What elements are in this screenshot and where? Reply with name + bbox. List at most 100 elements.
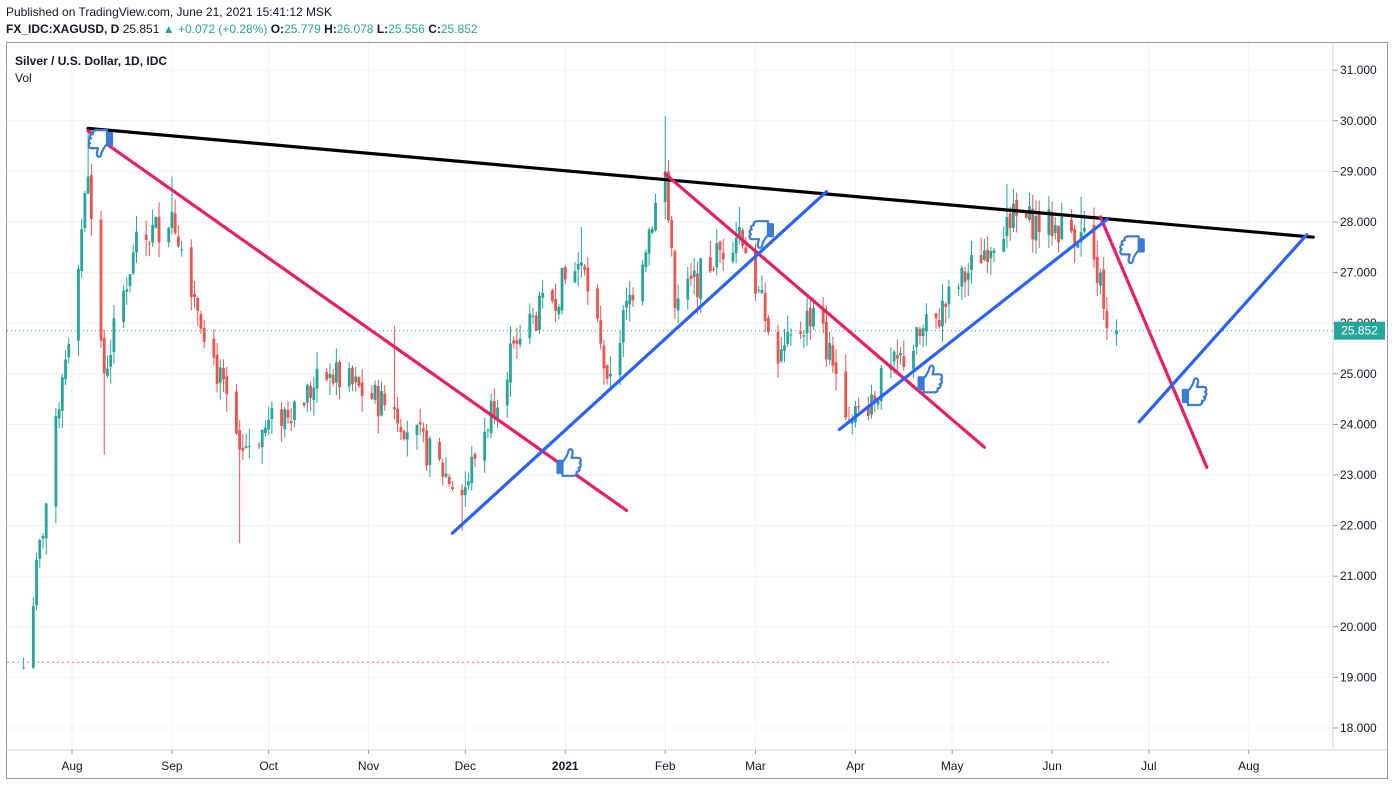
- candle-body: [35, 560, 38, 606]
- candle-body: [528, 313, 532, 339]
- candle-body: [744, 247, 748, 254]
- candle-body: [451, 487, 454, 490]
- candle-body: [235, 391, 238, 434]
- candle-body: [1099, 272, 1102, 286]
- candle-body: [557, 306, 561, 315]
- candle-body: [1095, 256, 1099, 283]
- candle-body: [222, 367, 225, 380]
- candle-body: [157, 216, 161, 243]
- candle-body: [22, 667, 26, 669]
- y-tick-label: 27.000: [1340, 266, 1377, 280]
- candle-body: [218, 367, 222, 383]
- candle-body: [489, 400, 493, 434]
- candle-body: [554, 298, 557, 311]
- chart-frame[interactable]: [6, 42, 1388, 779]
- candle-body: [1005, 216, 1009, 236]
- high-label: H:: [324, 22, 337, 36]
- high-value: 26.078: [336, 22, 374, 36]
- candle-body: [895, 355, 899, 359]
- candle-body: [125, 289, 129, 292]
- thumb-annotations: [87, 129, 1208, 477]
- candle-body: [654, 202, 657, 231]
- thumb-up-3-icon: [1181, 377, 1208, 407]
- candle-body: [492, 401, 496, 419]
- candle-body: [721, 252, 725, 260]
- symbol-label: FX_IDC:XAGUSD, D: [6, 22, 120, 36]
- candle-body: [80, 229, 84, 271]
- candle-body: [1115, 330, 1118, 335]
- candle-body: [102, 337, 106, 374]
- candle-body: [960, 267, 964, 287]
- candle-body: [689, 275, 693, 279]
- candle-body: [699, 258, 703, 299]
- candle-body: [879, 367, 883, 402]
- thumb-down-2-icon: [748, 220, 775, 249]
- legend-vol: Vol: [15, 71, 32, 85]
- candle-body: [347, 368, 351, 387]
- candle-body: [1047, 209, 1051, 236]
- candle-body: [663, 171, 667, 203]
- candle-body: [947, 286, 951, 305]
- x-tick-label: Jun: [1042, 759, 1061, 773]
- candle-body: [534, 315, 538, 331]
- legend-title: Silver / U.S. Dollar, 1D, IDC: [15, 54, 168, 68]
- candle-body: [957, 287, 960, 289]
- x-tick-label: Mar: [745, 759, 766, 773]
- candle-body: [422, 428, 425, 432]
- x-tick-label: Jul: [1141, 759, 1156, 773]
- candle-body: [757, 289, 761, 291]
- candle-body: [876, 400, 880, 405]
- candle-body: [309, 385, 312, 398]
- candle-body: [286, 410, 290, 418]
- candle-body: [538, 295, 541, 331]
- y-tick-label: 24.000: [1340, 417, 1377, 431]
- candle-body: [941, 300, 944, 327]
- candle-body: [331, 374, 335, 384]
- candle-body: [247, 446, 251, 448]
- candle-body: [1008, 213, 1012, 228]
- candle-body: [202, 327, 206, 342]
- x-tick-label: Oct: [259, 759, 278, 773]
- candle-body: [789, 334, 793, 336]
- candle-body: [393, 407, 396, 410]
- y-tick-label: 22.000: [1340, 519, 1377, 533]
- candle-body: [924, 314, 928, 332]
- candle-body: [241, 447, 245, 451]
- candle-body: [444, 473, 448, 477]
- candle-body: [302, 402, 306, 406]
- last-price: 25.851: [122, 22, 160, 36]
- uptrend-2-trendline: [837, 217, 1109, 432]
- candle-body: [334, 362, 338, 383]
- candle-body: [676, 298, 680, 311]
- candle-body: [131, 252, 135, 274]
- resistance-trendline: [86, 126, 1315, 239]
- candle-body: [618, 343, 622, 376]
- candle-body: [99, 219, 103, 341]
- candle-body: [460, 489, 464, 496]
- candle-body: [289, 421, 293, 424]
- candle-body: [112, 318, 116, 353]
- y-axis: 31.00030.00029.00028.00027.00026.00025.0…: [1332, 43, 1377, 750]
- candle-body: [609, 373, 612, 377]
- y-tick-label: 31.000: [1340, 63, 1377, 77]
- candle-body: [937, 319, 941, 327]
- candle-body: [766, 317, 770, 333]
- candle-body: [1031, 208, 1035, 240]
- candle-body: [144, 234, 148, 240]
- candle-body: [402, 430, 406, 440]
- candle-body: [360, 382, 364, 396]
- candle-body: [834, 362, 838, 375]
- candle-body: [805, 310, 809, 334]
- candle-body: [776, 331, 780, 364]
- thumb-cuff: [557, 460, 563, 473]
- candle-body: [892, 351, 896, 362]
- candle-body: [351, 367, 354, 385]
- candle-body: [199, 313, 203, 329]
- candle-body: [602, 345, 606, 369]
- candle-body: [518, 338, 522, 345]
- candle-body: [418, 421, 422, 425]
- candle-body: [799, 331, 803, 334]
- candle-body: [86, 176, 90, 194]
- candle-body: [128, 274, 132, 286]
